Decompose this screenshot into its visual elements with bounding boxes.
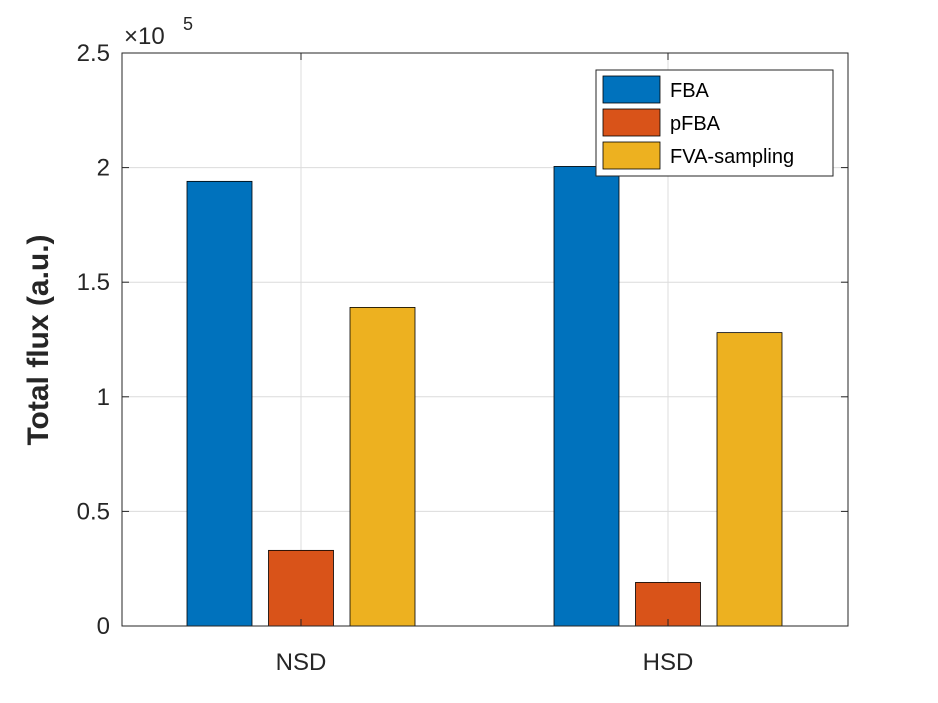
legend-swatch: [602, 75, 661, 104]
y-tick-labels: 0 0.5 1 1.5 2 2.5: [77, 40, 110, 640]
plot-area-frame: [121, 52, 849, 627]
bar-fva-sampling-hsd: [716, 332, 783, 627]
y-tick-label: 2.5: [77, 40, 110, 67]
bars: [186, 166, 783, 627]
y-axis-label: Total flux (a.u.): [22, 234, 55, 445]
legend-swatch: [602, 108, 661, 137]
y-tick-label: 0: [97, 613, 110, 640]
y-tick-label: 0.5: [77, 498, 110, 525]
y-multiplier-base: ×10: [124, 23, 165, 50]
x-tick-labels: NSD HSD: [276, 649, 694, 676]
y-multiplier-exponent: 5: [183, 14, 193, 34]
bar-fba-nsd: [186, 180, 253, 627]
y-tick-label: 1.5: [77, 269, 110, 296]
legend-label: FBA: [670, 80, 710, 102]
legend-label: pFBA: [670, 113, 721, 135]
axis-ticks: [122, 52, 848, 627]
y-tick-label: 2: [97, 155, 110, 182]
bar-fba-hsd: [553, 166, 620, 627]
bar-pfba-hsd: [635, 582, 701, 627]
x-tick-label: HSD: [643, 649, 694, 676]
bar-pfba-nsd: [268, 549, 334, 627]
legend: FBA pFBA FVA-sampling: [595, 69, 834, 177]
y-axis-multiplier: ×10 5: [124, 14, 193, 50]
bar-fva-sampling-nsd: [349, 307, 416, 627]
legend-label: FVA-sampling: [670, 146, 794, 168]
x-tick-label: NSD: [276, 649, 327, 676]
y-tick-label: 1: [97, 384, 110, 411]
legend-swatch: [602, 141, 661, 170]
